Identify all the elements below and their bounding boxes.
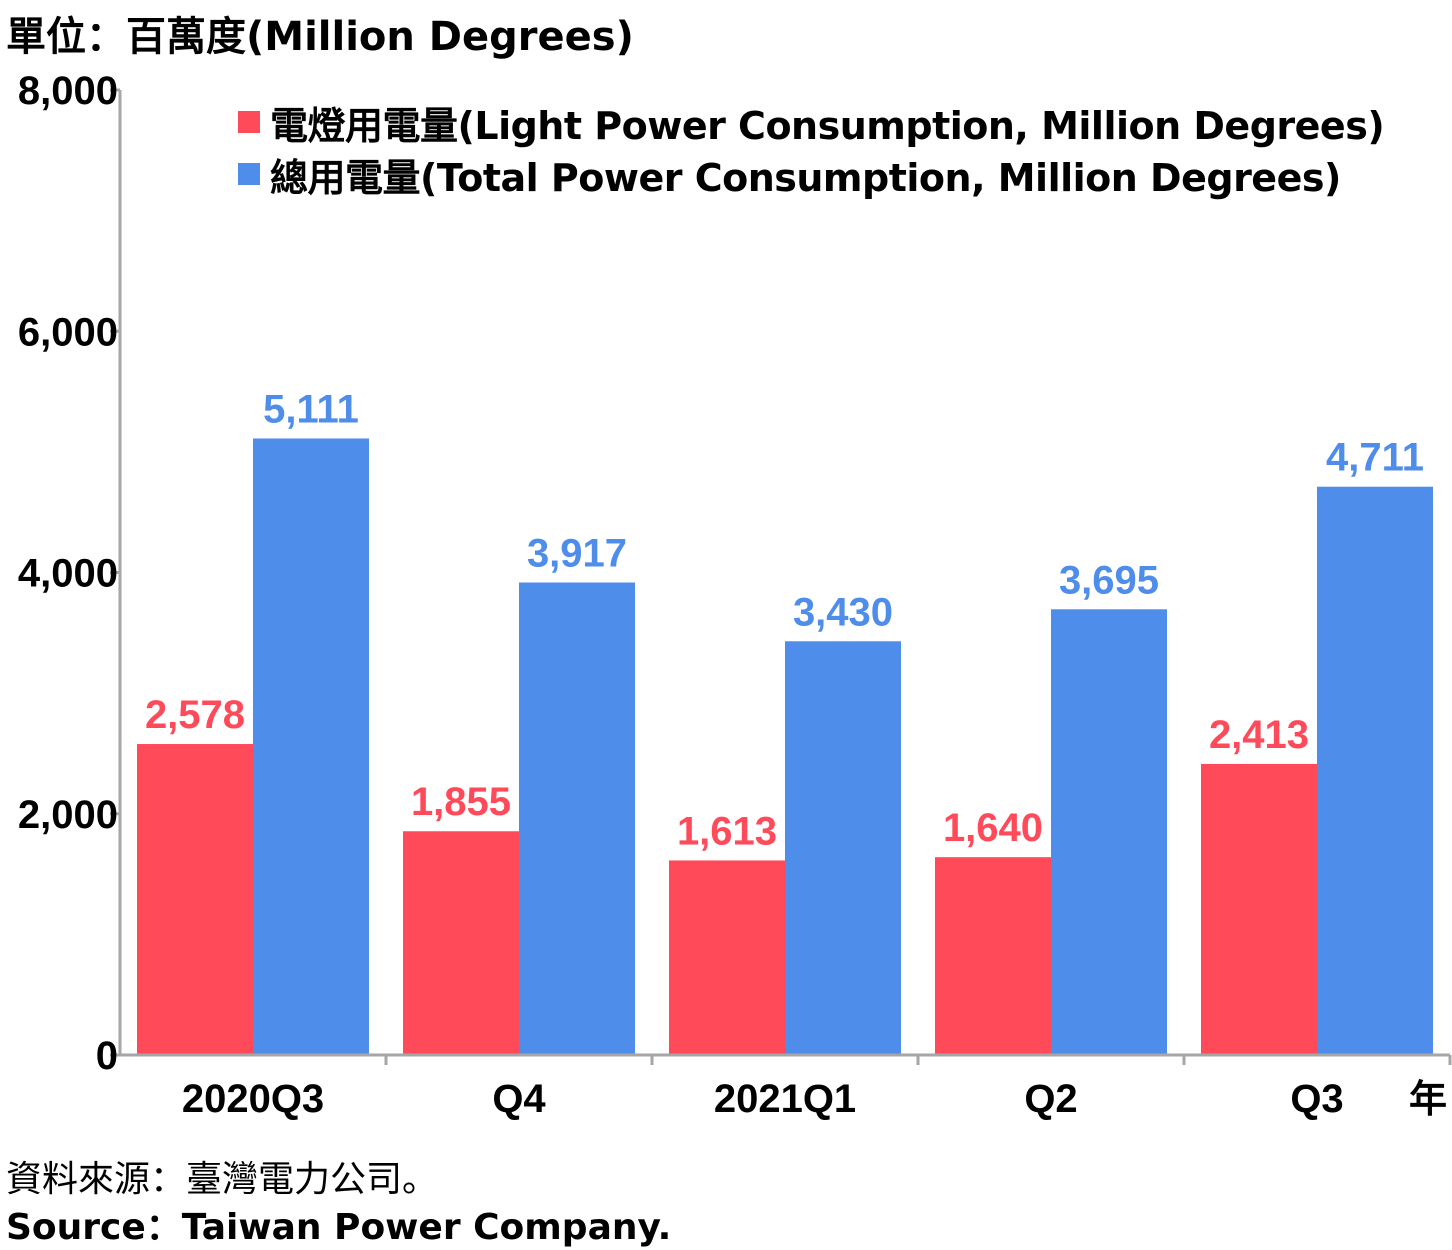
x-tick-label-0: 2020Q3: [182, 1077, 324, 1121]
bar-total-2: [785, 641, 901, 1055]
data-label-total-1: 3,917: [527, 532, 627, 576]
source-note-zh: 資料來源：臺灣電力公司。: [6, 1159, 439, 1200]
x-tick-label-3: Q2: [1024, 1077, 1077, 1121]
data-label-total-2: 3,430: [793, 590, 893, 634]
bar-light-2: [669, 860, 785, 1055]
x-axis-year-suffix: 年: [1409, 1077, 1447, 1121]
legend: 電燈用電量(Light Power Consumption, Million D…: [238, 96, 1385, 200]
bar-light-0: [137, 744, 253, 1055]
legend-label-light: 電燈用電量(Light Power Consumption, Million D…: [270, 103, 1385, 148]
bar-total-3: [1051, 609, 1167, 1055]
x-tick-label-2: 2021Q1: [714, 1077, 856, 1121]
bar-light-3: [935, 857, 1051, 1055]
legend-item-total: 總用電量(Total Power Consumption, Million De…: [238, 148, 1384, 200]
y-tick-label-3: 6,000: [18, 310, 118, 354]
legend-swatch-light: [238, 111, 260, 133]
data-label-total-3: 3,695: [1059, 558, 1159, 602]
data-label-light-3: 1,640: [943, 806, 1043, 850]
y-tick-label-4: 8,000: [18, 69, 118, 113]
data-label-light-4: 2,413: [1209, 713, 1309, 757]
legend-label-total: 總用電量(Total Power Consumption, Million De…: [270, 155, 1341, 200]
legend-swatch-total: [238, 163, 260, 185]
bar-chart: 2,578 1,855 1,613 1,640 2,413 5,111 3,917 3,430…: [18, 69, 1452, 1121]
bar-light-1: [403, 831, 519, 1055]
y-tick-label-1: 2,000: [18, 793, 118, 837]
data-label-light-2: 1,613: [677, 809, 777, 853]
data-label-total-4: 4,711: [1326, 436, 1424, 480]
legend-item-light: 電燈用電量(Light Power Consumption, Million D…: [238, 96, 1385, 148]
data-label-light-1: 1,855: [411, 780, 511, 824]
bar-total-0: [253, 438, 369, 1056]
x-tick-label-1: Q4: [492, 1077, 546, 1121]
y-tick-label-0: 0: [96, 1034, 118, 1078]
x-tick-label-4: Q3: [1290, 1077, 1343, 1121]
unit-label: 單位：百萬度(Million Degrees): [6, 14, 634, 60]
data-label-light-0: 2,578: [145, 693, 245, 737]
source-note-en: Source：Taiwan Power Company.: [6, 1207, 672, 1248]
y-tick-label-2: 4,000: [18, 552, 118, 596]
bar-total-1: [519, 582, 635, 1055]
bar-light-4: [1201, 763, 1317, 1055]
data-label-total-0: 5,111: [263, 387, 359, 431]
bar-total-4: [1317, 486, 1433, 1056]
